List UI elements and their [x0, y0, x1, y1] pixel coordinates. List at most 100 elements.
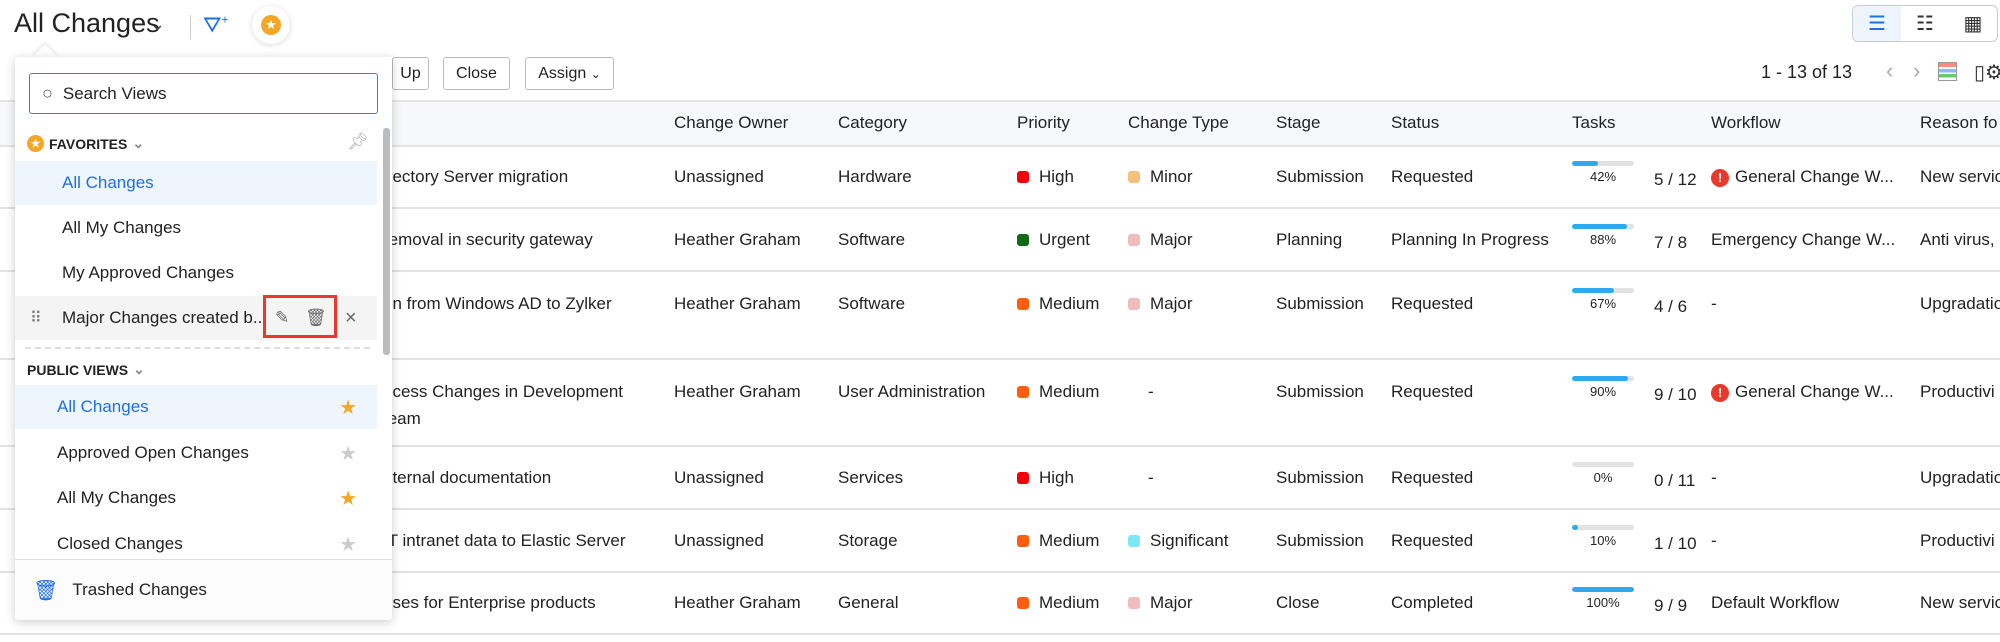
scrollbar[interactable] — [383, 128, 390, 355]
public-view-item[interactable]: Approved Open Changes ★ — [15, 431, 377, 475]
change-title: irectory Server migration — [383, 167, 569, 186]
trash-icon[interactable]: 🗑︎ — [305, 308, 327, 327]
task-progress: 42% — [1572, 161, 1634, 184]
priority-color-icon — [1017, 534, 1029, 547]
search-views-input[interactable]: ○ Search Views — [29, 73, 378, 114]
column-header-category[interactable]: Category — [838, 113, 907, 132]
progress-bar — [1572, 223, 1634, 229]
pickup-button[interactable]: Up — [392, 57, 429, 90]
chevron-down-icon: ⌄ — [133, 361, 145, 377]
drag-handle-icon[interactable]: ⠿ — [30, 310, 42, 327]
star-icon[interactable]: ★ — [339, 533, 357, 556]
table-row[interactable]: removal in security gateway Heather Graha… — [0, 209, 2000, 272]
priority-color-icon — [1017, 298, 1029, 310]
priority: Medium — [1017, 593, 1099, 613]
next-page-icon[interactable]: › — [1913, 58, 1921, 83]
assign-button[interactable]: Assign ⌄ — [525, 57, 614, 90]
workflow: - — [1711, 467, 1717, 487]
priority-color-icon — [1017, 171, 1029, 183]
chevron-down-icon[interactable]: ⌄ — [150, 14, 166, 34]
pin-icon[interactable]: 📌︎ — [347, 132, 369, 151]
view-label: All Changes — [57, 397, 149, 416]
table-row[interactable]: ocess Changes in Development team Heather … — [0, 360, 2000, 447]
change-type: Major — [1128, 230, 1193, 250]
filter-add-icon[interactable]: ⛛+ — [203, 12, 229, 37]
color-legend-icon[interactable] — [1938, 62, 1957, 81]
column-header-change-type[interactable]: Change Type — [1128, 113, 1229, 132]
reason-for-change: New servic — [1920, 167, 2000, 186]
favorite-view-all-my-changes[interactable]: All My Changes — [15, 206, 377, 250]
star-icon[interactable]: ★ — [339, 442, 357, 465]
stage: Planning — [1276, 229, 1343, 249]
column-settings-icon[interactable]: ▯⚙ — [1974, 62, 2000, 84]
view-label: All My Changes — [57, 488, 177, 507]
column-header-status[interactable]: Status — [1391, 113, 1440, 132]
workflow: - — [1711, 530, 1717, 550]
change-type-color-icon — [1128, 534, 1140, 547]
trashed-changes-link[interactable]: 🗑︎ Trashed Changes — [15, 559, 392, 620]
stage: Submission — [1276, 467, 1364, 487]
view-label: All Changes — [62, 173, 154, 192]
reason-for-change: Upgradatio — [1920, 467, 2000, 487]
divider — [25, 347, 370, 349]
table-row[interactable]: nses for Enterprise products Heather Grah… — [0, 573, 2000, 635]
public-views-section-toggle[interactable]: PUBLIC VIEWS ⌄ — [27, 361, 145, 378]
favorites-section-toggle[interactable]: ★ FAVORITES ⌄ — [27, 135, 144, 152]
change-type: Significant — [1128, 531, 1228, 551]
status: Completed — [1391, 593, 1474, 612]
favorite-view-major-changes[interactable]: ⠿ Major Changes created b.. ✎ 🗑︎ × — [15, 295, 377, 340]
table-row[interactable]: irectory Server migration Unassigned Hardw… — [0, 147, 2000, 209]
table-row[interactable]: nternal documentation Unassigned Services H… — [0, 447, 2000, 510]
reason-for-change: Productivi — [1920, 530, 1995, 550]
star-icon[interactable]: ★ — [339, 396, 357, 419]
change-type: Major — [1128, 593, 1193, 613]
view-title[interactable]: All Changes — [14, 8, 160, 38]
list-view-icon[interactable]: ☰ — [1853, 6, 1901, 41]
progress-bar — [1572, 288, 1634, 293]
calendar-view-icon[interactable]: ▦ — [1963, 13, 1983, 35]
pagination-text: 1 - 13 of 13 — [1761, 62, 1853, 82]
public-view-item[interactable]: All Changes ★ — [15, 385, 377, 429]
task-count: 9 / 9 — [1654, 596, 1688, 615]
category: Software — [838, 294, 906, 313]
reason-for-change: Upgradatio — [1920, 294, 2000, 313]
priority: Medium — [1017, 531, 1099, 551]
change-title: IT intranet data to Elastic Server — [383, 530, 626, 550]
chevron-down-icon: ⌄ — [590, 66, 601, 81]
priority-color-icon — [1017, 386, 1029, 398]
remove-favorite-icon[interactable]: × — [345, 306, 357, 329]
change-owner: Heather Graham — [674, 294, 801, 313]
favorites-button[interactable]: ★ — [252, 6, 290, 44]
change-title: nternal documentation — [383, 467, 552, 487]
close-button[interactable]: Close — [443, 57, 510, 90]
view-label: Closed Changes — [57, 534, 183, 553]
table-row[interactable]: IT intranet data to Elastic Server Unassi… — [0, 510, 2000, 573]
reason-for-change: Anti virus, — [1920, 229, 1995, 249]
stage: Submission — [1276, 530, 1364, 550]
previous-page-icon[interactable]: ‹ — [1886, 58, 1894, 83]
card-view-icon[interactable]: ☷ — [1916, 13, 1934, 35]
favorite-view-all-changes[interactable]: All Changes — [15, 161, 377, 205]
table-row[interactable]: on from Windows AD to Zylkery Heather Gra… — [0, 272, 2000, 360]
task-count: 7 / 8 — [1654, 232, 1688, 252]
task-count: 5 / 12 — [1654, 170, 1697, 189]
favorite-view-my-approved[interactable]: My Approved Changes — [15, 251, 377, 295]
column-header-reason[interactable]: Reason fo — [1920, 113, 1998, 132]
view-label: All My Changes — [62, 218, 182, 237]
column-header-stage[interactable]: Stage — [1276, 113, 1321, 132]
priority: Medium — [1017, 294, 1099, 314]
star-icon[interactable]: ★ — [339, 487, 357, 510]
column-header-priority[interactable]: Priority — [1017, 113, 1070, 132]
public-view-item[interactable]: Closed Changes ★ — [15, 522, 377, 566]
assign-label: Assign — [538, 64, 587, 82]
edit-icon[interactable]: ✎ — [275, 308, 290, 327]
task-progress: 100% — [1572, 587, 1634, 610]
column-header-tasks[interactable]: Tasks — [1572, 113, 1616, 132]
priority-color-icon — [1017, 471, 1029, 484]
change-type: Major — [1128, 294, 1193, 314]
column-header-owner[interactable]: Change Owner — [674, 113, 789, 132]
change-owner: Heather Graham — [674, 229, 801, 249]
view-mode-toggle: ☰ ☷ ▦ — [1852, 5, 1998, 42]
public-view-item[interactable]: All My Changes ★ — [15, 476, 377, 520]
column-header-workflow[interactable]: Workflow — [1711, 113, 1781, 132]
